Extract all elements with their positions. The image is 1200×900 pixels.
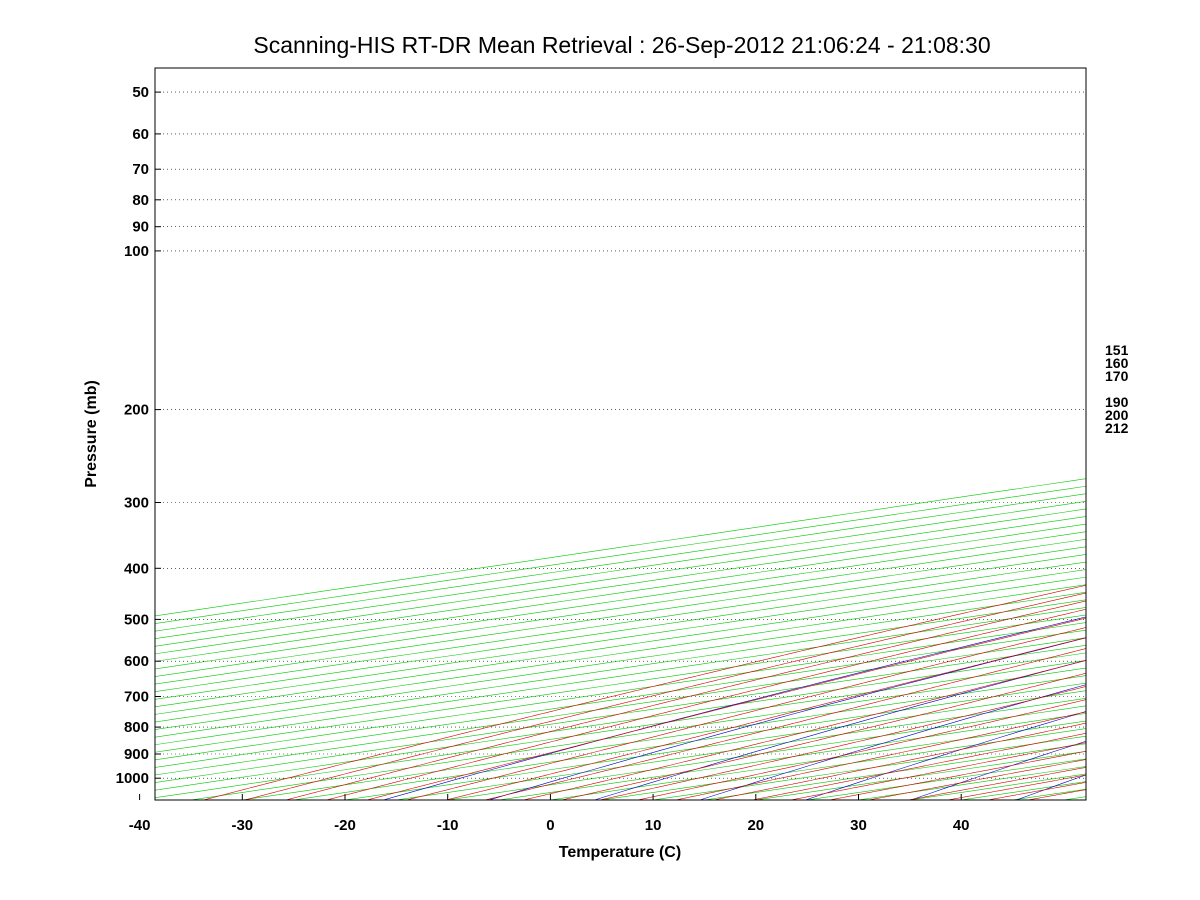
isotherm-line (155, 629, 1086, 768)
x-tick-label: 10 (645, 817, 662, 834)
moist-adiabat-line (483, 648, 1086, 800)
moist-adiabat-lines (202, 585, 1086, 800)
isotherm-line (155, 622, 1086, 761)
dry-adiabat-line (593, 659, 1086, 800)
moist-adiabat-line (365, 617, 1086, 800)
plot-frame (154, 67, 1087, 801)
moist-adiabat-line (906, 767, 1086, 800)
moist-adiabat-line (828, 751, 1086, 800)
moist-adiabat-line (405, 627, 1086, 800)
moist-adiabat-line (867, 759, 1086, 800)
moist-adiabat-line (750, 732, 1086, 800)
y-axis-label: Pressure (mb) (83, 380, 100, 488)
isotherm-line (155, 561, 1086, 700)
moist-adiabat-line (712, 722, 1086, 800)
y-tick-label: 50 (132, 84, 149, 101)
right-edge-label: 212 (1105, 420, 1129, 436)
moist-adiabat-line (444, 637, 1086, 800)
x-tick-label: 40 (953, 817, 970, 834)
isotherm-line (155, 660, 1086, 798)
right-edge-label: 151 (1105, 342, 1129, 358)
y-tick-label: 70 (132, 161, 149, 178)
x-tick-label: 20 (747, 817, 764, 834)
y-tick-label: 80 (132, 192, 149, 209)
moist-adiabat-line (674, 711, 1086, 800)
x-tick-label: -10 (437, 817, 459, 834)
isotherm-lines (155, 478, 1086, 800)
isotherm-line (155, 576, 1086, 715)
y-tick-label: 500 (124, 611, 149, 628)
y-tick-label: 600 (124, 653, 149, 670)
isotherm-line (155, 584, 1086, 723)
isotherm-line (155, 569, 1086, 708)
isotherm-line (155, 554, 1086, 693)
y-tick-label: 900 (124, 746, 149, 763)
x-axis-ticks: -40 -30 -20 -10 0 10 20 30 40 (129, 794, 970, 834)
moist-adiabat-line (789, 742, 1086, 800)
right-edge-label: 160 (1105, 355, 1129, 371)
isotherm-line (155, 614, 1086, 753)
isotherm-line (155, 599, 1086, 738)
dry-adiabat-line (487, 637, 1086, 800)
y-tick-label: 60 (132, 126, 149, 143)
y-tick-label: 800 (124, 719, 149, 736)
y-axis-ticks: 50 60 70 80 90 100 200 300 400 500 600 700 800 900 100… (116, 84, 161, 787)
x-tick-label: 0 (546, 817, 554, 834)
moist-adiabat-line (202, 585, 1086, 800)
isotherm-line (155, 637, 1086, 776)
right-edge-label: 190 (1105, 394, 1129, 410)
moist-adiabat-line (636, 699, 1086, 800)
y-tick-label: 90 (132, 219, 149, 236)
moist-adiabat-line (598, 686, 1086, 800)
y-tick-label: 400 (124, 560, 149, 577)
isotherm-line (155, 644, 1086, 783)
moist-adiabat-line (243, 592, 1086, 800)
dry-adiabat-line (382, 616, 1086, 800)
x-axis-label: Temperature (C) (559, 844, 681, 861)
isotherm-line (240, 675, 1086, 800)
plot-area (155, 91, 1086, 800)
isotherm-line (155, 607, 1086, 746)
isotherm-line (188, 667, 1086, 800)
moist-adiabat-line (325, 608, 1086, 800)
x-tick-label: -40 (129, 817, 151, 834)
y-tick-label: 700 (124, 689, 149, 706)
moist-adiabat-line (522, 660, 1086, 800)
y-tick-label: 1000 (116, 770, 149, 787)
dry-adiabat-lines (382, 616, 1086, 800)
x-tick-label: -20 (334, 817, 356, 834)
right-edge-label: 200 (1105, 407, 1129, 423)
y-tick-label: 300 (124, 495, 149, 512)
x-tick-label: 30 (850, 817, 867, 834)
x-tick-label: -30 (231, 817, 253, 834)
right-edge-label: 170 (1105, 368, 1129, 384)
chart-title: Scanning-HIS RT-DR Mean Retrieval : 26-S… (253, 32, 990, 58)
moist-adiabat-line (560, 672, 1086, 800)
isotherm-line (155, 652, 1086, 791)
y-tick-label: 100 (124, 243, 149, 260)
isotherm-line (155, 546, 1086, 685)
y-tick-label: 200 (124, 402, 149, 419)
moist-adiabat-line (284, 600, 1086, 800)
isotherm-line (155, 591, 1086, 730)
